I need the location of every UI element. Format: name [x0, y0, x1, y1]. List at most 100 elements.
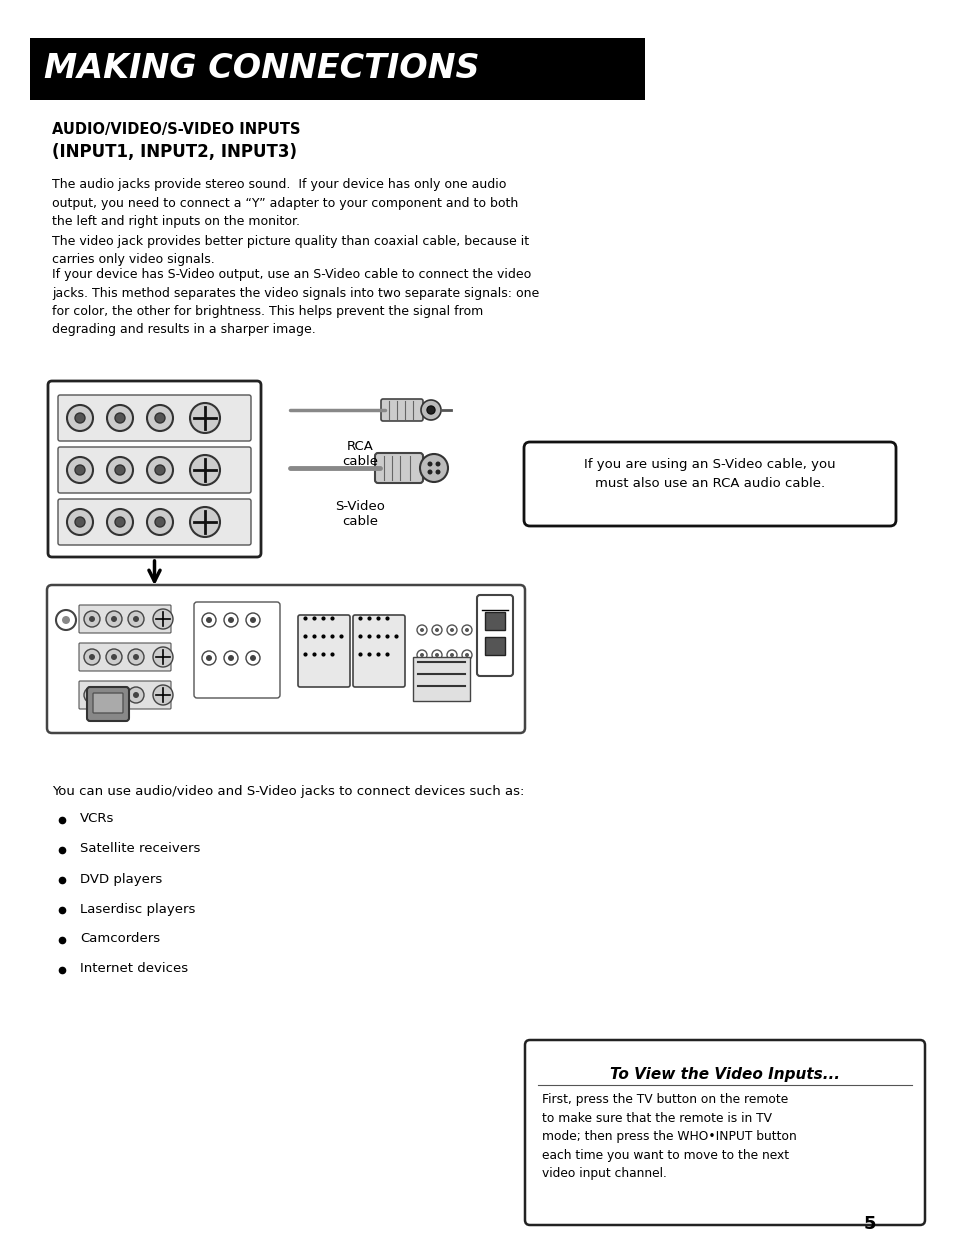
Text: Camcorders: Camcorders — [80, 932, 160, 946]
FancyBboxPatch shape — [92, 693, 123, 713]
Circle shape — [84, 611, 100, 627]
Text: Satellite receivers: Satellite receivers — [80, 842, 200, 856]
Circle shape — [447, 650, 456, 659]
Circle shape — [111, 692, 117, 698]
Circle shape — [154, 517, 165, 527]
Circle shape — [190, 403, 220, 433]
Text: MAKING CONNECTIONS: MAKING CONNECTIONS — [44, 53, 479, 85]
Circle shape — [435, 469, 440, 474]
Circle shape — [206, 618, 212, 622]
Circle shape — [206, 655, 212, 661]
FancyBboxPatch shape — [79, 680, 171, 709]
Circle shape — [435, 629, 438, 632]
Circle shape — [67, 405, 92, 431]
Circle shape — [106, 650, 122, 664]
FancyBboxPatch shape — [47, 585, 524, 734]
FancyBboxPatch shape — [413, 657, 470, 701]
Text: 5: 5 — [862, 1215, 876, 1233]
Circle shape — [427, 406, 435, 414]
Circle shape — [427, 462, 432, 467]
Text: DVD players: DVD players — [80, 872, 162, 885]
FancyBboxPatch shape — [380, 399, 422, 421]
Circle shape — [115, 466, 125, 475]
Circle shape — [464, 653, 469, 657]
Circle shape — [419, 629, 423, 632]
Circle shape — [416, 650, 427, 659]
Circle shape — [84, 650, 100, 664]
Circle shape — [147, 457, 172, 483]
Circle shape — [447, 625, 456, 635]
Circle shape — [107, 457, 132, 483]
Bar — [484, 637, 504, 655]
Circle shape — [190, 508, 220, 537]
Circle shape — [67, 509, 92, 535]
Circle shape — [152, 647, 172, 667]
Text: The video jack provides better picture quality than coaxial cable, because it
ca: The video jack provides better picture q… — [52, 235, 529, 267]
Circle shape — [132, 655, 139, 659]
Text: (INPUT1, INPUT2, INPUT3): (INPUT1, INPUT2, INPUT3) — [52, 143, 296, 161]
FancyBboxPatch shape — [353, 615, 405, 687]
Circle shape — [202, 651, 215, 664]
Text: Laserdisc players: Laserdisc players — [80, 903, 195, 915]
Circle shape — [89, 692, 95, 698]
Circle shape — [224, 651, 237, 664]
Circle shape — [84, 687, 100, 703]
Circle shape — [128, 611, 144, 627]
FancyBboxPatch shape — [375, 453, 422, 483]
Circle shape — [154, 412, 165, 424]
Circle shape — [435, 462, 440, 467]
Circle shape — [461, 625, 472, 635]
Circle shape — [147, 405, 172, 431]
FancyBboxPatch shape — [58, 395, 251, 441]
Circle shape — [224, 613, 237, 627]
FancyBboxPatch shape — [79, 643, 171, 671]
Text: You can use audio/video and S-Video jacks to connect devices such as:: You can use audio/video and S-Video jack… — [52, 785, 524, 798]
FancyBboxPatch shape — [48, 382, 261, 557]
Circle shape — [419, 653, 423, 657]
Circle shape — [419, 454, 448, 482]
Circle shape — [152, 685, 172, 705]
Circle shape — [420, 400, 440, 420]
Circle shape — [246, 651, 260, 664]
Circle shape — [202, 613, 215, 627]
Circle shape — [56, 610, 76, 630]
Text: If your device has S-Video output, use an S-Video cable to connect the video
jac: If your device has S-Video output, use a… — [52, 268, 538, 336]
Circle shape — [464, 629, 469, 632]
FancyBboxPatch shape — [476, 595, 513, 676]
Circle shape — [154, 466, 165, 475]
Circle shape — [432, 625, 441, 635]
Bar — [30, 38, 644, 100]
Circle shape — [62, 616, 70, 624]
Circle shape — [246, 613, 260, 627]
Circle shape — [250, 618, 255, 622]
Circle shape — [107, 405, 132, 431]
FancyBboxPatch shape — [297, 615, 350, 687]
Circle shape — [107, 509, 132, 535]
Circle shape — [461, 650, 472, 659]
FancyBboxPatch shape — [87, 687, 129, 721]
Circle shape — [416, 625, 427, 635]
Text: RCA
cable: RCA cable — [341, 440, 377, 468]
Circle shape — [132, 692, 139, 698]
Text: The audio jacks provide stereo sound.  If your device has only one audio
output,: The audio jacks provide stereo sound. If… — [52, 178, 517, 228]
Circle shape — [67, 457, 92, 483]
Circle shape — [115, 412, 125, 424]
Circle shape — [106, 611, 122, 627]
Text: AUDIO/VIDEO/S-VIDEO INPUTS: AUDIO/VIDEO/S-VIDEO INPUTS — [52, 122, 300, 137]
Circle shape — [89, 616, 95, 622]
Circle shape — [152, 609, 172, 629]
Circle shape — [228, 618, 233, 622]
Circle shape — [250, 655, 255, 661]
Circle shape — [147, 509, 172, 535]
FancyBboxPatch shape — [524, 1040, 924, 1225]
Text: If you are using an S-Video cable, you
must also use an RCA audio cable.: If you are using an S-Video cable, you m… — [583, 458, 835, 490]
Circle shape — [75, 517, 85, 527]
Circle shape — [432, 650, 441, 659]
Circle shape — [190, 454, 220, 485]
Circle shape — [132, 616, 139, 622]
Text: First, press the TV button on the remote
to make sure that the remote is in TV
m: First, press the TV button on the remote… — [541, 1093, 796, 1179]
Text: VCRs: VCRs — [80, 813, 114, 825]
Circle shape — [115, 517, 125, 527]
Circle shape — [128, 687, 144, 703]
FancyBboxPatch shape — [79, 605, 171, 634]
